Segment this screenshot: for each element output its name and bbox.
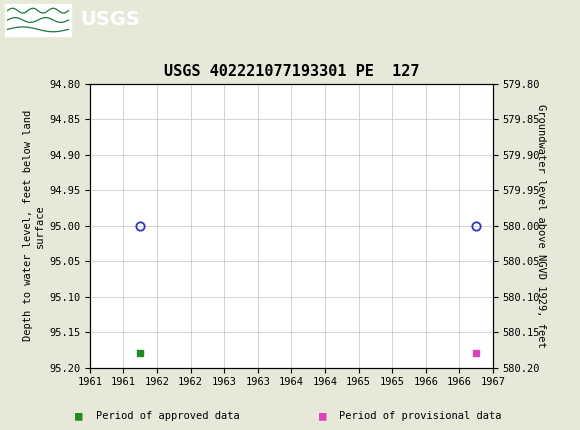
Text: USGS: USGS — [80, 10, 140, 29]
Title: USGS 402221077193301 PE  127: USGS 402221077193301 PE 127 — [164, 64, 419, 79]
Text: Period of provisional data: Period of provisional data — [339, 411, 502, 421]
Text: ■: ■ — [319, 410, 327, 423]
Text: Period of approved data: Period of approved data — [96, 411, 240, 421]
Y-axis label: Groundwater level above NGVD 1929, feet: Groundwater level above NGVD 1929, feet — [536, 104, 546, 347]
Text: ■: ■ — [75, 410, 83, 423]
Y-axis label: Depth to water level, feet below land
surface: Depth to water level, feet below land su… — [23, 110, 45, 341]
FancyBboxPatch shape — [5, 4, 71, 36]
